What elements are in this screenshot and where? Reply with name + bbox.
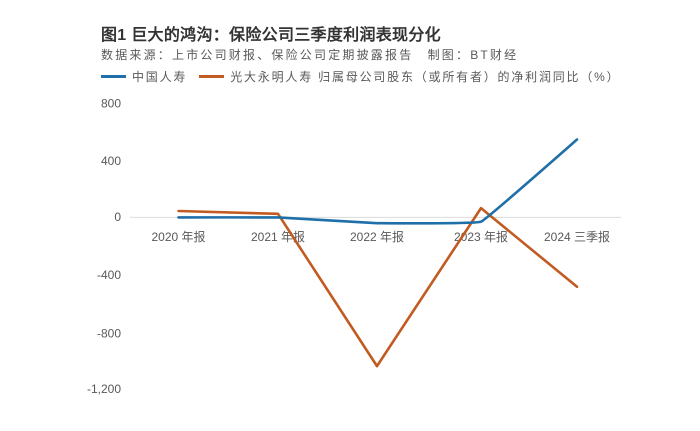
svg-text:2020 年报: 2020 年报: [151, 229, 205, 244]
svg-text:2024 三季报: 2024 三季报: [544, 229, 610, 244]
svg-text:-800: -800: [97, 327, 121, 341]
svg-text:800: 800: [101, 97, 121, 111]
svg-text:-1,200: -1,200: [87, 382, 121, 396]
svg-text:0: 0: [114, 210, 121, 224]
svg-text:-400: -400: [97, 268, 121, 282]
svg-text:2022 年报: 2022 年报: [350, 229, 404, 244]
svg-text:400: 400: [101, 154, 121, 168]
